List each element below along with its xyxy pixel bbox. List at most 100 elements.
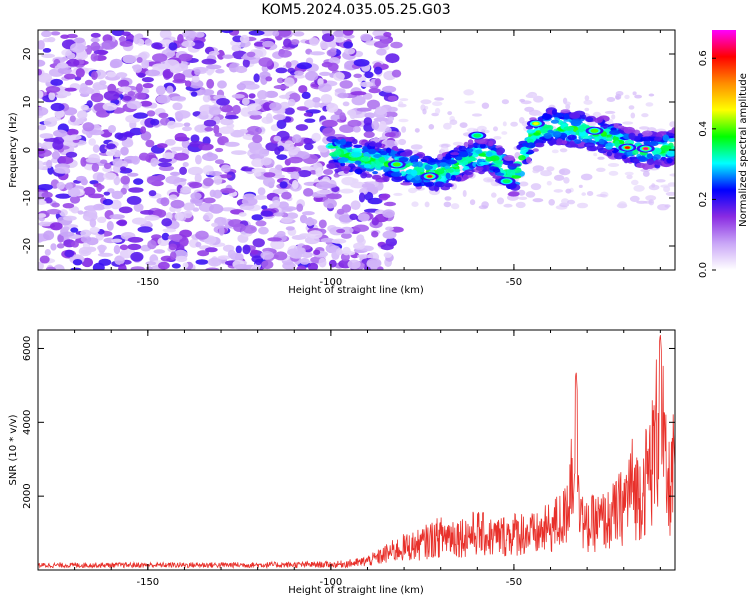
heatmap-cell (43, 230, 55, 241)
heatmap-cell (580, 173, 593, 181)
heatmap-cell (373, 154, 382, 158)
heatmap-cell (146, 110, 156, 117)
heatmap-cell (247, 103, 262, 111)
heatmap-cell (376, 48, 387, 56)
heatmap-cell (596, 167, 606, 172)
heatmap-hotspot (624, 146, 630, 149)
heatmap-cell (569, 112, 581, 119)
heatmap-cell (411, 169, 418, 177)
heatmap-cell (368, 143, 377, 147)
heatmap-cell (660, 145, 672, 152)
heatmap-cell (515, 201, 526, 209)
heatmap-cell (390, 171, 402, 177)
heatmap-cell (641, 130, 653, 137)
heatmap-cell (378, 194, 389, 201)
heatmap-cell (276, 230, 286, 237)
heatmap-cell (75, 68, 85, 78)
heatmap-cell (41, 141, 56, 149)
heatmap-cell (594, 136, 600, 142)
heatmap-cell (331, 138, 339, 142)
heatmap-cell (274, 251, 288, 261)
heatmap-cell (60, 34, 70, 39)
heatmap-cell (362, 92, 373, 100)
heatmap-cell (140, 210, 156, 215)
heatmap-cell (121, 31, 131, 37)
x-tick-label: -100 (320, 277, 343, 288)
heatmap-cell (366, 258, 382, 268)
heatmap-cell (385, 53, 400, 64)
heatmap-cell (606, 97, 616, 102)
y-tick-label: 10 (22, 96, 33, 109)
heatmap-cell (141, 59, 150, 70)
heatmap-cell (581, 192, 586, 196)
heatmap-cell (660, 184, 671, 188)
heatmap-cell (206, 78, 215, 89)
heatmap-cell (409, 155, 420, 160)
heatmap-cell (211, 222, 218, 227)
heatmap-cell (336, 248, 343, 256)
heatmap-cell (560, 109, 571, 114)
heatmap-cell (38, 200, 47, 205)
heatmap-cell (559, 169, 566, 175)
heatmap-cell (585, 116, 594, 123)
heatmap-cell (283, 38, 292, 48)
heatmap-cell (201, 58, 217, 65)
heatmap-cell (220, 188, 236, 194)
heatmap-hotspot (394, 163, 400, 166)
heatmap-cell (90, 53, 99, 62)
heatmap-cell (379, 120, 387, 131)
heatmap-cell (90, 92, 104, 103)
snr-plot: -150 -100 -50 2000 4000 6000 Height of straig… (8, 329, 676, 596)
heatmap-cell (101, 40, 117, 50)
heatmap-cell (106, 221, 114, 231)
heatmap-cell (174, 110, 191, 119)
heatmap-cell (208, 171, 222, 176)
colorbar-label: Normalized spectral amplitude (738, 73, 749, 227)
heatmap-cell (385, 226, 394, 231)
heatmap-cell (383, 175, 390, 182)
heatmap-cell (294, 74, 306, 79)
heatmap-cell (556, 138, 564, 145)
heatmap-cell (161, 232, 170, 241)
heatmap-cell (267, 237, 282, 242)
heatmap-cell (68, 134, 82, 140)
heatmap-cell (252, 238, 265, 248)
heatmap-cell (216, 98, 230, 106)
heatmap-cell (387, 106, 398, 113)
heatmap-cell (241, 97, 250, 106)
heatmap-cell (424, 201, 430, 208)
heatmap-cell (401, 126, 407, 133)
heatmap-cell (428, 185, 437, 191)
heatmap-cell (532, 169, 540, 174)
heatmap-cell (454, 156, 463, 161)
heatmap-cell (177, 33, 184, 44)
heatmap-cell (347, 119, 362, 128)
colorbar-tick-label: 0.6 (698, 50, 709, 66)
heatmap-cell (540, 128, 549, 134)
heatmap-cell (127, 91, 136, 96)
heatmap-cell (171, 263, 181, 269)
heatmap-cell (213, 175, 223, 186)
heatmap-cell (391, 168, 400, 172)
heatmap-cell (642, 170, 650, 177)
heatmap-cell (106, 71, 117, 78)
heatmap-cell (563, 113, 570, 120)
heatmap-cell (179, 236, 189, 247)
heatmap-cell (38, 184, 53, 191)
heatmap-cell (97, 50, 108, 56)
heatmap-cell (235, 65, 248, 74)
heatmap-cell (255, 258, 263, 266)
heatmap-cell (632, 91, 637, 96)
heatmap-cell (106, 143, 116, 150)
heatmap-cell (238, 129, 249, 134)
heatmap-cell (262, 102, 272, 111)
heatmap-cell (443, 201, 452, 208)
heatmap-cell (581, 114, 587, 120)
y-tick-label: -20 (22, 238, 33, 254)
heatmap-cell (363, 117, 373, 126)
heatmap-cell (303, 112, 313, 117)
heatmap-cell (207, 257, 222, 267)
heatmap-cell (526, 93, 538, 98)
heatmap-cell (253, 171, 262, 177)
heatmap-cell (151, 42, 163, 49)
